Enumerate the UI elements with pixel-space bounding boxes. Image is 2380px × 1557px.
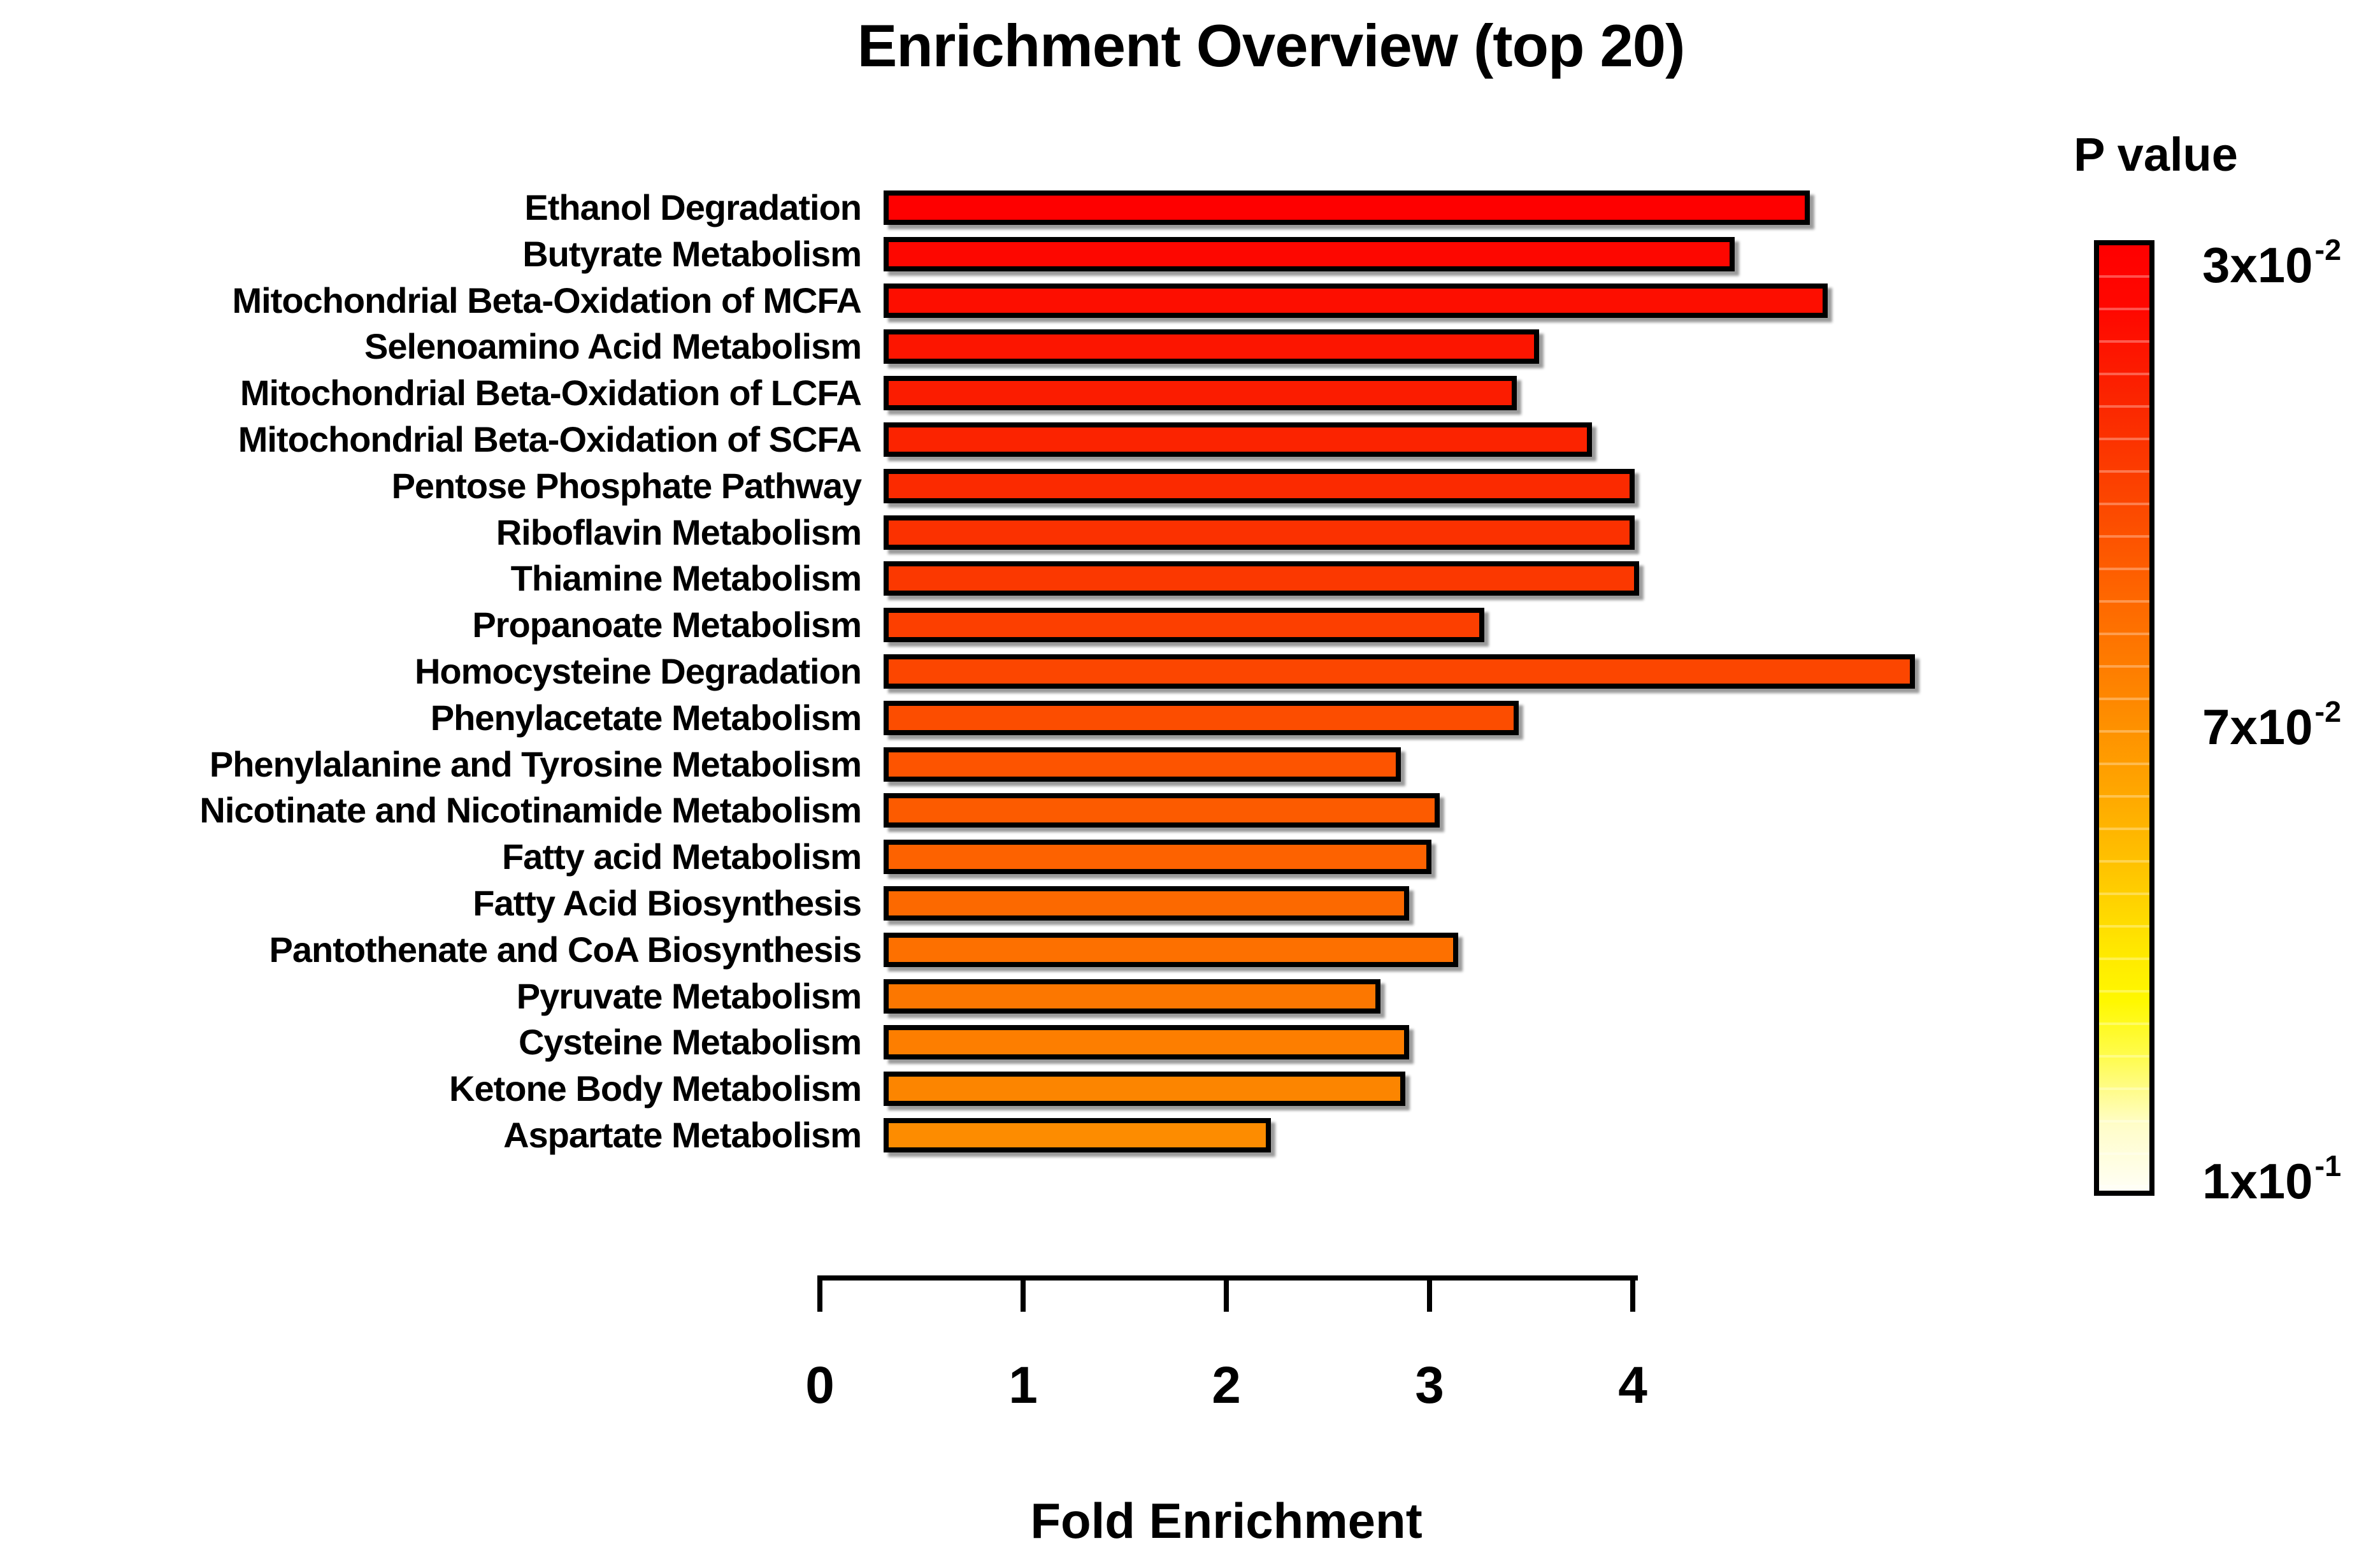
enrichment-bar: [884, 283, 1828, 318]
category-label: Fatty acid Metabolism: [501, 836, 862, 877]
enrichment-bar: [884, 608, 1484, 643]
enrichment-bar: [884, 840, 1431, 875]
pvalue-legend-title: P value: [2074, 128, 2238, 181]
x-axis-title: Fold Enrichment: [1030, 1493, 1423, 1549]
pvalue-exponent: -1: [2314, 1149, 2342, 1182]
category-label: Ethanol Degradation: [524, 187, 862, 227]
category-label: Selenoamino Acid Metabolism: [364, 326, 862, 367]
enrichment-bar: [884, 236, 1735, 271]
x-axis-tick: [1021, 1275, 1026, 1312]
x-axis-tick-label: 1: [1008, 1356, 1038, 1414]
category-label: Butyrate Metabolism: [522, 233, 862, 274]
x-axis-tick-label: 0: [805, 1356, 835, 1414]
enrichment-bar: [884, 422, 1592, 457]
category-label: Mitochondrial Beta-Oxidation of LCFA: [240, 373, 862, 413]
chart-title: Enrichment Overview (top 20): [857, 12, 1686, 79]
pvalue-tick-label: 7x10-2: [2202, 694, 2342, 755]
enrichment-bar: [884, 468, 1635, 503]
pvalue-exponent: -2: [2314, 233, 2342, 266]
category-label: Mitochondrial Beta-Oxidation of SCFA: [238, 419, 862, 459]
enrichment-bar: [884, 190, 1810, 225]
x-axis-tick: [1224, 1275, 1229, 1312]
category-label: Fatty Acid Biosynthesis: [473, 883, 862, 923]
category-label: Phenylacetate Metabolism: [430, 697, 862, 738]
x-axis-tick-label: 3: [1415, 1356, 1444, 1414]
pvalue-colorbar: [2094, 240, 2154, 1196]
category-label: Homocysteine Degradation: [414, 651, 862, 691]
x-axis-tick: [817, 1275, 822, 1312]
pvalue-exponent: -2: [2314, 694, 2342, 728]
category-label: Ketone Body Metabolism: [449, 1068, 862, 1109]
enrichment-bar: [884, 654, 1915, 689]
enrichment-bar: [884, 932, 1458, 967]
enrichment-bar: [884, 1072, 1405, 1107]
enrichment-bar: [884, 1025, 1409, 1060]
category-label: Pyruvate Metabolism: [516, 975, 862, 1016]
enrichment-bar: [884, 561, 1639, 596]
enrichment-bar: [884, 329, 1539, 364]
x-axis-tick-label: 4: [1618, 1356, 1647, 1414]
enrichment-bar: [884, 700, 1519, 735]
category-label: Riboflavin Metabolism: [496, 512, 862, 552]
category-label: Pentose Phosphate Pathway: [391, 465, 862, 506]
category-label: Cysteine Metabolism: [518, 1022, 862, 1063]
category-label: Aspartate Metabolism: [503, 1115, 862, 1155]
x-axis-tick: [1630, 1275, 1635, 1312]
enrichment-bar: [884, 376, 1517, 411]
category-label: Pantothenate and CoA Biosynthesis: [269, 929, 863, 970]
category-label: Nicotinate and Nicotinamide Metabolism: [199, 790, 862, 831]
enrichment-bar: [884, 979, 1380, 1014]
category-label: Phenylalanine and Tyrosine Metabolism: [209, 743, 862, 784]
enrichment-bar: [884, 1118, 1271, 1152]
category-label: Propanoate Metabolism: [472, 605, 862, 645]
enrichment-bar: [884, 515, 1635, 550]
x-axis-tick: [1427, 1275, 1432, 1312]
pvalue-tick-label: 1x10-1: [2202, 1149, 2342, 1209]
enrichment-bar: [884, 793, 1440, 828]
category-label: Mitochondrial Beta-Oxidation of MCFA: [232, 280, 862, 320]
category-label: Thiamine Metabolism: [510, 558, 862, 599]
enrichment-bar: [884, 747, 1401, 782]
pvalue-tick-label: 3x10-2: [2202, 233, 2342, 293]
x-axis-tick-label: 2: [1212, 1356, 1241, 1414]
enrichment-bar: [884, 886, 1409, 921]
